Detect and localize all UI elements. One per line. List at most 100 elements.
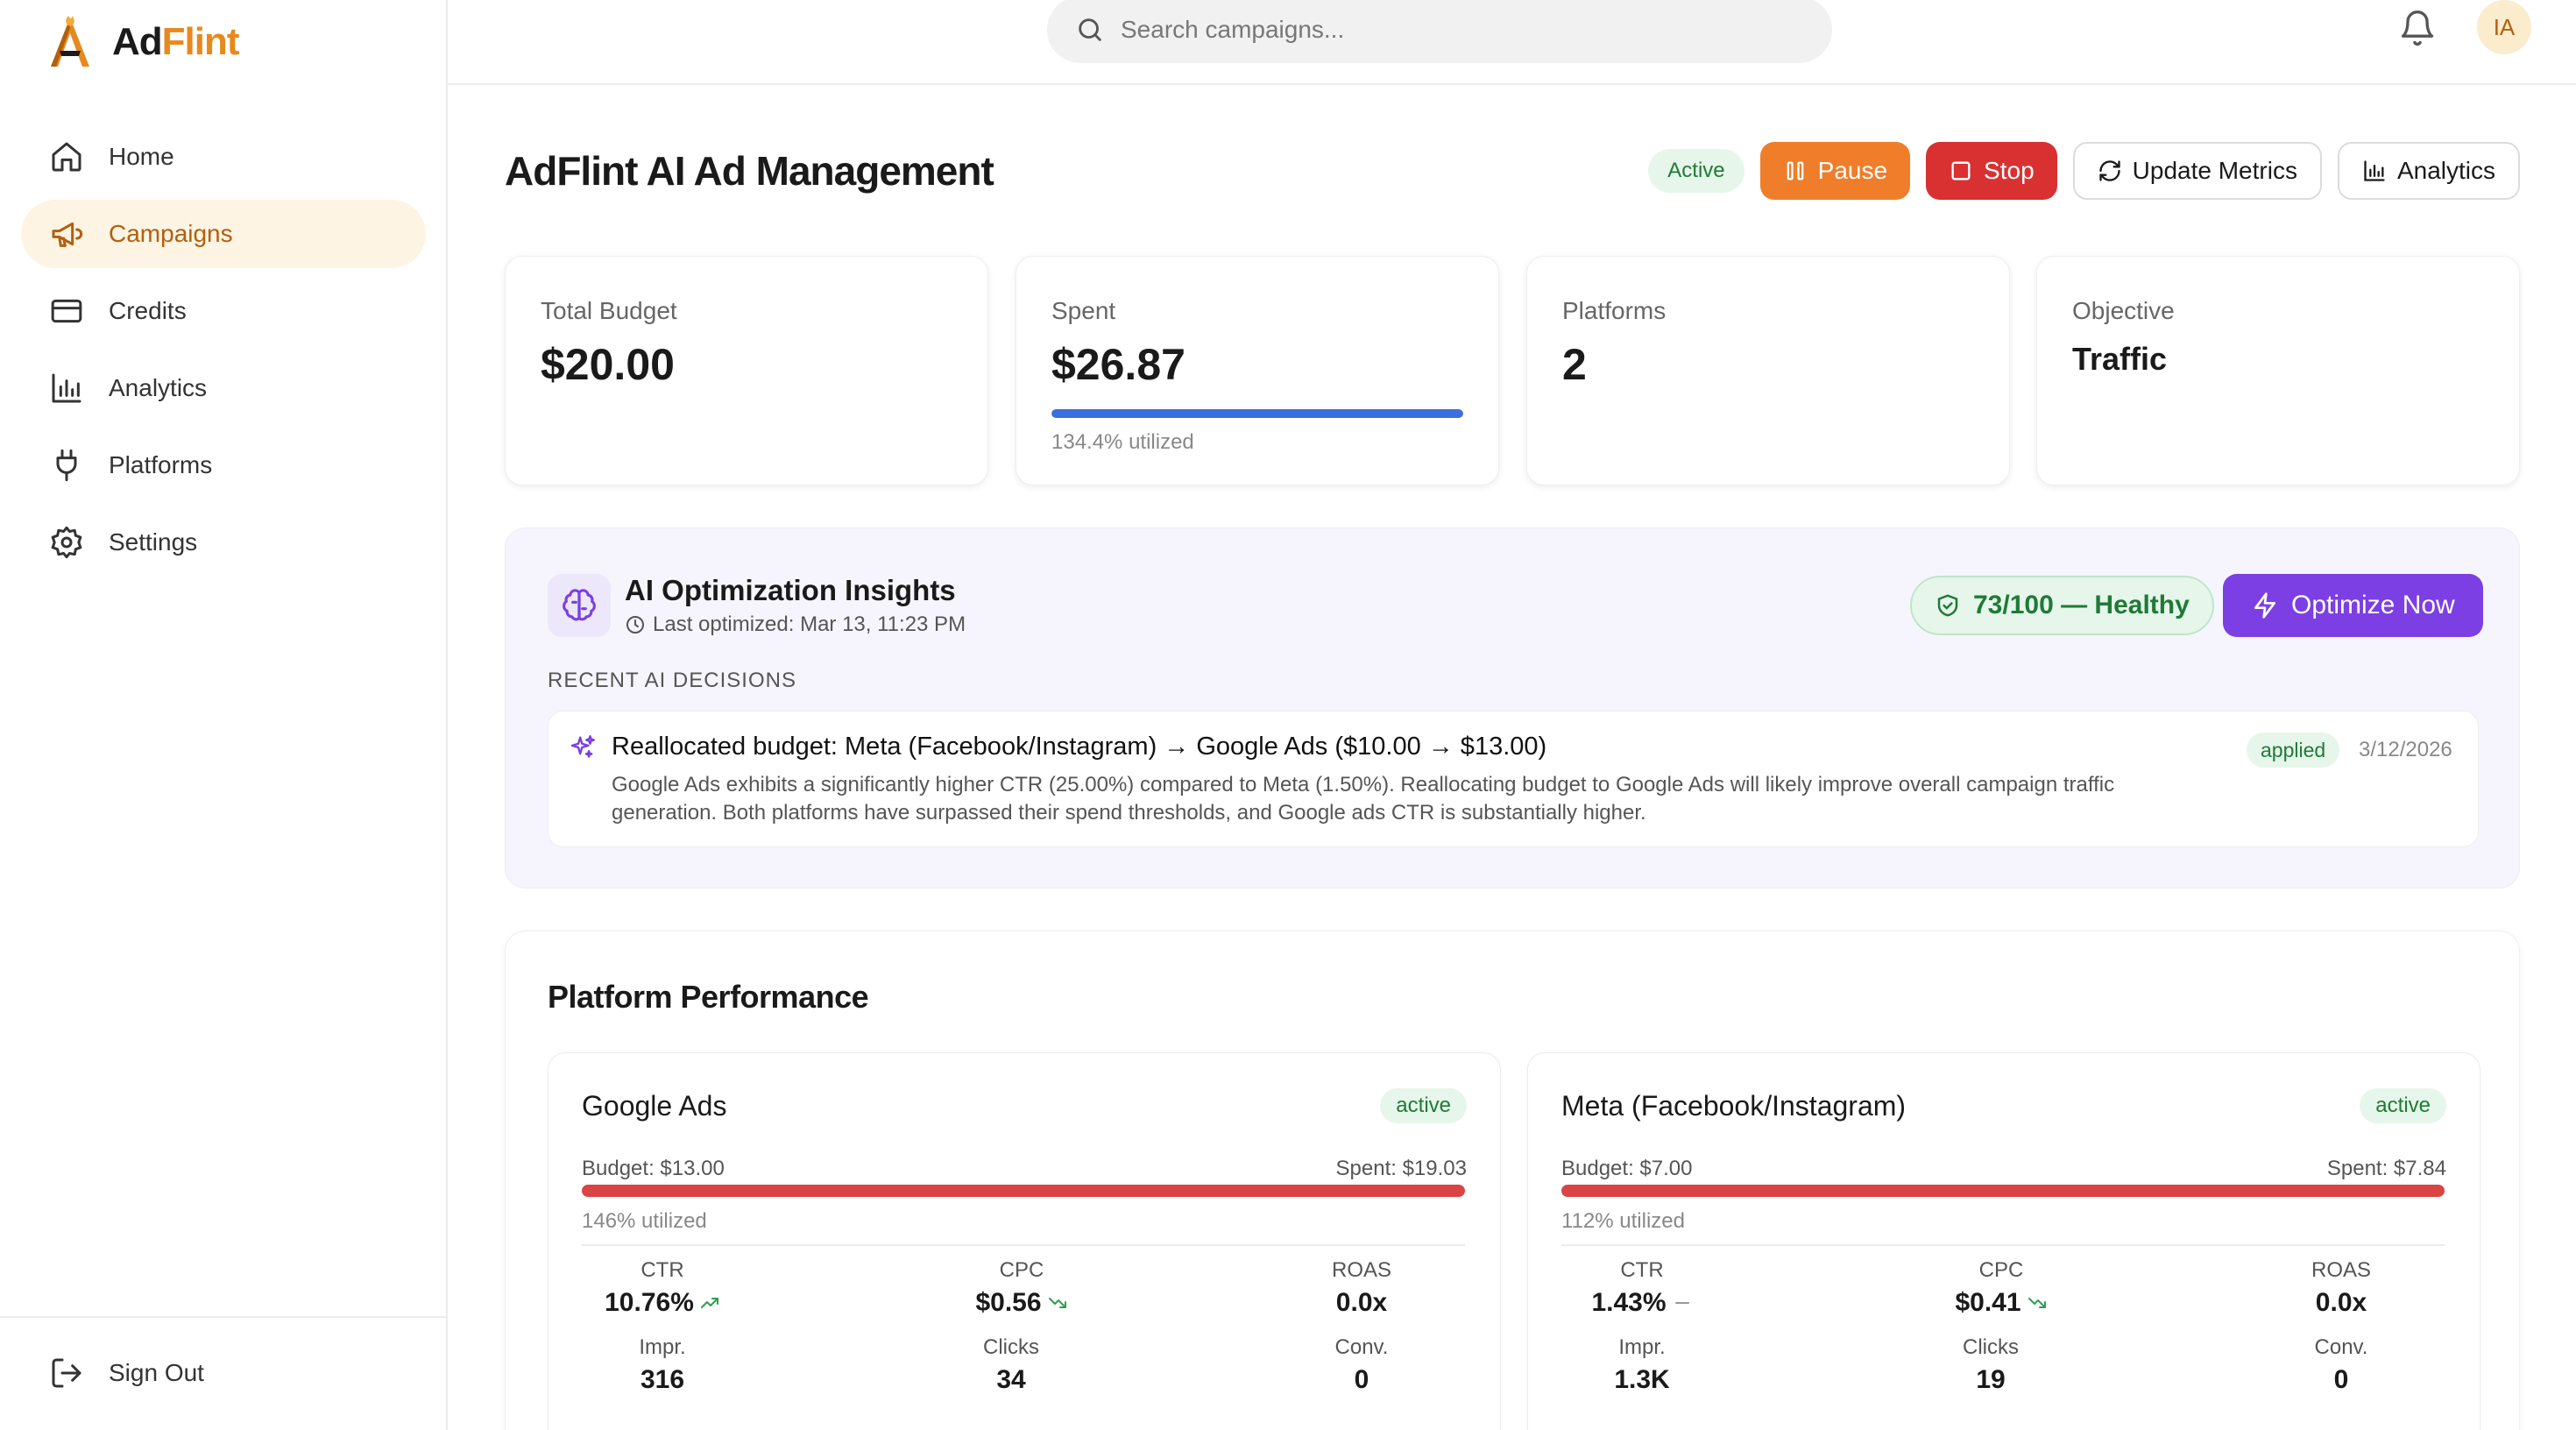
objective-card: Objective Traffic — [2036, 256, 2520, 485]
platform-utilized: 146% utilized — [582, 1209, 707, 1233]
sign-out-label: Sign Out — [109, 1359, 204, 1386]
metric-label: Conv. — [1334, 1335, 1389, 1359]
metric-value: 10.76% — [605, 1288, 720, 1318]
sidebar-item-label: Settings — [109, 528, 198, 556]
total-budget-value: $20.00 — [541, 340, 675, 389]
sidebar-item-label: Credits — [109, 297, 187, 324]
cpc-value: $0.41 — [1955, 1288, 2021, 1317]
objective-value: Traffic — [2072, 341, 2168, 377]
metric-ctr: CTR 1.43% — [1511, 1258, 1773, 1318]
sidebar-item-label: Platforms — [109, 451, 213, 478]
credit-card-icon — [51, 299, 82, 323]
conv-value: 0 — [2333, 1365, 2349, 1394]
cpc-value: $0.56 — [975, 1288, 1042, 1317]
pause-icon — [1787, 161, 1803, 181]
update-metrics-label: Update Metrics — [2132, 157, 2297, 184]
spent-utilized: 134.4% utilized — [1051, 430, 1194, 454]
sidebar-item-platforms[interactable]: Platforms — [21, 431, 426, 499]
roas-value: 0.0x — [2315, 1288, 2367, 1317]
flint-logo-icon — [51, 16, 89, 67]
trend-down-icon — [1048, 1298, 1066, 1308]
platform-name: Meta (Facebook/Instagram) — [1561, 1090, 1907, 1122]
refresh-icon — [2098, 160, 2120, 181]
platform-budget: Budget: $13.00 — [582, 1157, 725, 1180]
sign-out-icon — [52, 1358, 81, 1388]
divider — [582, 1244, 1465, 1246]
metric-label: Conv. — [2314, 1335, 2368, 1359]
update-metrics-button[interactable]: Update Metrics — [2072, 142, 2322, 200]
brain-icon — [563, 589, 596, 621]
platform-budget-bar — [1561, 1185, 2445, 1197]
plug-icon — [56, 449, 77, 482]
metric-label: Impr. — [1618, 1335, 1666, 1359]
sidebar-item-analytics[interactable]: Analytics — [21, 354, 426, 422]
clicks-value: 34 — [996, 1365, 1026, 1394]
total-budget-card: Total Budget $20.00 — [505, 256, 988, 485]
search-bar[interactable] — [1047, 0, 1832, 63]
ai-insights-panel: AI Optimization Insights Last optimized:… — [505, 527, 2520, 888]
stat-label: Objective — [2072, 297, 2175, 324]
metric-value: 1.43% — [1591, 1288, 1692, 1318]
sidebar-item-credits[interactable]: Credits — [21, 277, 426, 345]
metric-label: CTR — [1620, 1258, 1664, 1282]
logo-text: AdFlint — [112, 20, 240, 63]
metric-label: ROAS — [2311, 1258, 2371, 1282]
metric-label: ROAS — [1331, 1258, 1391, 1282]
impr-value: 1.3K — [1614, 1365, 1670, 1394]
platform-card-google-ads[interactable]: Google Ads active Budget: $13.00 Spent: … — [548, 1052, 1501, 1430]
trend-flat-icon — [1674, 1302, 1689, 1304]
page-title: AdFlint AI Ad Management — [505, 148, 994, 194]
sidebar-item-settings[interactable]: Settings — [21, 508, 426, 577]
platform-budget-bar — [582, 1185, 1465, 1197]
sidebar-item-label: Campaigns — [109, 220, 233, 247]
shield-check-icon — [1937, 594, 1958, 617]
recent-decisions-label: RECENT AI DECISIONS — [548, 669, 796, 692]
metric-ctr: CTR 10.76% — [531, 1258, 794, 1318]
bar-chart-icon — [2364, 160, 2385, 181]
metric-value: $0.41 — [1955, 1288, 2047, 1318]
sidebar-item-home[interactable]: Home — [21, 123, 426, 191]
metric-label: Clicks — [983, 1335, 1039, 1359]
metric-clicks: Clicks 34 — [880, 1335, 1143, 1395]
analytics-label: Analytics — [2396, 157, 2495, 184]
stop-icon — [1951, 161, 1971, 181]
platform-card-meta[interactable]: Meta (Facebook/Instagram) active Budget:… — [1527, 1052, 2480, 1430]
analytics-button[interactable]: Analytics — [2337, 142, 2520, 200]
search-input[interactable] — [1121, 16, 1787, 44]
metric-roas: ROAS 0.0x — [2210, 1258, 2473, 1318]
avatar[interactable]: IA — [2477, 0, 2531, 54]
stop-button[interactable]: Stop — [1926, 142, 2057, 200]
platform-performance-title: Platform Performance — [548, 979, 869, 1015]
search-icon — [1079, 18, 1101, 41]
lightning-icon — [2254, 592, 2275, 619]
ai-insights-title: AI Optimization Insights — [625, 574, 956, 606]
campaign-actions: Active Pause Stop Update Metrics Analyti… — [1648, 142, 2520, 200]
platform-status-badge: active — [2360, 1088, 2446, 1123]
platform-budget: Budget: $7.00 — [1561, 1157, 1693, 1180]
optimize-now-button[interactable]: Optimize Now — [2223, 574, 2483, 637]
status-badge: Active — [1648, 149, 1744, 193]
platform-budget-fill — [582, 1185, 1465, 1197]
metric-roas: ROAS 0.0x — [1230, 1258, 1493, 1318]
health-score-badge: 73/100 — Healthy — [1910, 576, 2214, 635]
platforms-card: Platforms 2 — [1526, 256, 2010, 485]
pause-button[interactable]: Pause — [1759, 142, 1911, 200]
metric-label: CPC — [1978, 1258, 2024, 1282]
platform-status-badge: active — [1380, 1088, 1467, 1123]
stat-label: Total Budget — [541, 297, 677, 324]
sidebar: AdFlint Home Campaigns Credits Analytics… — [0, 0, 448, 1430]
metric-label: Clicks — [1963, 1335, 2019, 1359]
optimize-now-label: Optimize Now — [2291, 591, 2455, 619]
sidebar-item-campaigns[interactable]: Campaigns — [21, 200, 426, 268]
metric-label: CTR — [640, 1258, 684, 1282]
logo[interactable]: AdFlint — [44, 14, 240, 70]
gear-icon — [51, 526, 82, 559]
spent-card: Spent $26.87 134.4% utilized — [1016, 256, 1499, 485]
sign-out-button[interactable]: Sign Out — [21, 1339, 426, 1407]
bell-icon[interactable] — [2398, 9, 2437, 47]
ai-icon-box — [548, 574, 611, 637]
metric-conversions: Conv. 0 — [1230, 1335, 1493, 1395]
metric-cpc: CPC $0.41 — [1870, 1258, 2133, 1318]
platform-utilized: 112% utilized — [1561, 1209, 1685, 1233]
decision-date: 3/12/2026 — [2359, 738, 2452, 761]
